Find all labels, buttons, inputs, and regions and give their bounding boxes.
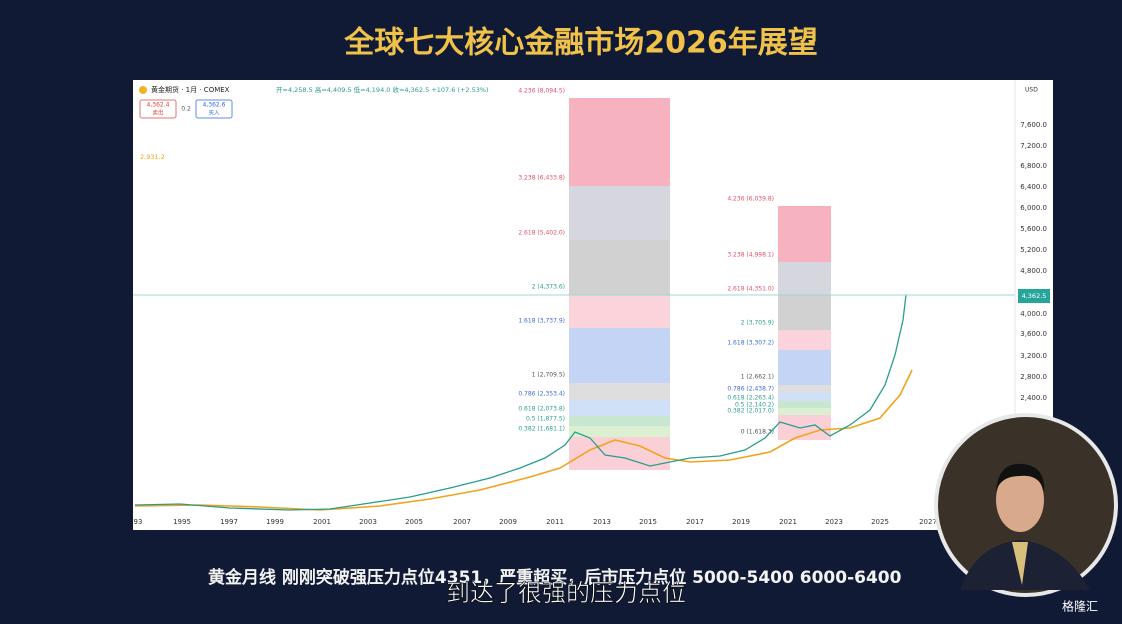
- fib-zone: [569, 416, 670, 426]
- x-tick-label: 2007: [453, 518, 471, 526]
- spread: 0.2: [181, 106, 191, 113]
- x-tick-label: 2023: [825, 518, 843, 526]
- x-tick-label: 2017: [686, 518, 704, 526]
- fib-zone: [569, 400, 670, 416]
- buy-price: 4,362.6: [203, 102, 226, 109]
- price-tag: [1018, 289, 1050, 303]
- fib-label: 2 (3,705.9): [741, 320, 774, 327]
- presenter-face: [996, 468, 1044, 532]
- moving-average: [134, 369, 913, 511]
- x-tick-label: 2011: [546, 518, 564, 526]
- fib-label: 0.618 (2,263.4): [727, 395, 774, 402]
- fib-zone: [778, 295, 831, 330]
- ma-value: 2,931.2: [140, 153, 165, 161]
- fib-zone: [778, 392, 831, 401]
- fib-zone: [569, 328, 670, 383]
- fib-label: 0 (1,618.3): [741, 429, 774, 436]
- webcam: [934, 413, 1118, 597]
- buy-button[interactable]: [195, 99, 233, 119]
- subtitle: 黄金月线 刚刚突破强压力点位4351，严重超买，后市压力点位 5000-5400…: [208, 567, 902, 588]
- x-tick-label: 2001: [313, 518, 331, 526]
- y-tick-label: 6,000.0: [1020, 204, 1047, 212]
- fib-label: 2.618 (5,402.0): [518, 230, 565, 237]
- fib-label: 4.236 (6,039.8): [727, 196, 774, 203]
- presenter-tie: [1012, 542, 1028, 585]
- x-tick-label: 2027: [919, 518, 937, 526]
- y-tick-label: 2,800.0: [1020, 373, 1047, 381]
- fib-label: 3.238 (6,433.8): [518, 175, 565, 182]
- x-tick-label: 2005: [405, 518, 423, 526]
- fib-zone: [569, 437, 670, 470]
- fib-zone: [778, 350, 831, 385]
- sell-price: 4,362.4: [147, 102, 170, 109]
- buy-label: 买入: [208, 109, 220, 117]
- fib-zone: [569, 240, 670, 295]
- fib-label: 0.382 (1,681.1): [518, 426, 565, 433]
- fib-label: 1.618 (3,307.2): [727, 340, 774, 347]
- fib-zone: [569, 426, 670, 437]
- fib-label: 0.382 (2,017.0): [727, 408, 774, 415]
- x-tick-label: 1995: [173, 518, 191, 526]
- fib-label: 3.238 (4,998.1): [727, 252, 774, 259]
- fib-zone: [778, 262, 831, 295]
- fib-label: 1.618 (3,737.9): [518, 318, 565, 325]
- presenter-hair: [996, 463, 1045, 492]
- x-tick-label: 2013: [593, 518, 611, 526]
- y-tick-label: 6,800.0: [1020, 162, 1047, 170]
- x-tick-label: 2021: [779, 518, 797, 526]
- y-tick-label: 4,800.0: [1020, 267, 1047, 275]
- presenter-body: [960, 540, 1090, 590]
- fib-label: 4.236 (8,094.5): [518, 88, 565, 95]
- last-price: 4,362.5: [1022, 292, 1047, 300]
- y-tick-label: 7,200.0: [1020, 142, 1047, 150]
- fib-zone: [778, 206, 831, 262]
- fib-zone: [778, 330, 831, 350]
- y-tick-label: 6,400.0: [1020, 183, 1047, 191]
- fib-zone: [778, 385, 831, 392]
- ohlc: 开=4,258.5 高=4,409.5 低=4,194.0 收=4,362.5 …: [276, 85, 489, 94]
- fib-zone: [778, 408, 831, 415]
- y-tick-label: 4,000.0: [1020, 310, 1047, 318]
- fib-label: 0.618 (2,073.8): [518, 406, 565, 413]
- sell-button[interactable]: [139, 99, 177, 119]
- fib-label: 1 (2,662.1): [741, 374, 774, 381]
- x-tick-label: 1999: [266, 518, 284, 526]
- fib-label: 1 (2,709.5): [532, 372, 565, 379]
- y-tick-label: 7,600.0: [1020, 121, 1047, 129]
- sell-label: 卖出: [152, 109, 163, 117]
- y-tick-label: 2,400.0: [1020, 394, 1047, 402]
- y-tick-label: 3,200.0: [1020, 352, 1047, 360]
- logo: 格隆汇: [1062, 599, 1098, 614]
- fib-label: 2.618 (4,351.0): [727, 286, 774, 293]
- x-tick-label: 1997: [220, 518, 238, 526]
- x-tick-label: 2003: [359, 518, 377, 526]
- x-tick-label: 2019: [732, 518, 750, 526]
- symbol: 黄金期货 · 1月 · COMEX: [151, 85, 230, 94]
- fib-label: 0.786 (2,353.4): [518, 391, 565, 398]
- x-tick-label: 2015: [639, 518, 657, 526]
- fib-zone: [569, 383, 670, 400]
- fib-zone: [569, 295, 670, 328]
- x-tick-label: 2009: [499, 518, 517, 526]
- symbol-icon: [139, 86, 147, 94]
- fib-zone: [569, 98, 670, 186]
- y-tick-label: 3,600.0: [1020, 330, 1047, 338]
- title: 全球七大核心金融市场2026年展望: [343, 26, 818, 61]
- y-tick-label: 5,600.0: [1020, 225, 1047, 233]
- fib-label: 2 (4,373.6): [532, 284, 565, 291]
- x-tick-label: 2025: [871, 518, 889, 526]
- fib-label: 0.786 (2,438.7): [727, 386, 774, 393]
- x-tick-label: 93: [134, 518, 143, 526]
- fib-zone: [569, 186, 670, 240]
- fib-label: 0.5 (2,140.2): [735, 402, 774, 409]
- fib-zone: [778, 401, 831, 408]
- caption: 到达了很强的压力点位: [446, 579, 686, 607]
- y-tick-label: 5,200.0: [1020, 246, 1047, 254]
- currency: USD: [1025, 87, 1038, 94]
- fib-label: 0.5 (1,877.5): [526, 416, 565, 423]
- price-line: [134, 294, 907, 511]
